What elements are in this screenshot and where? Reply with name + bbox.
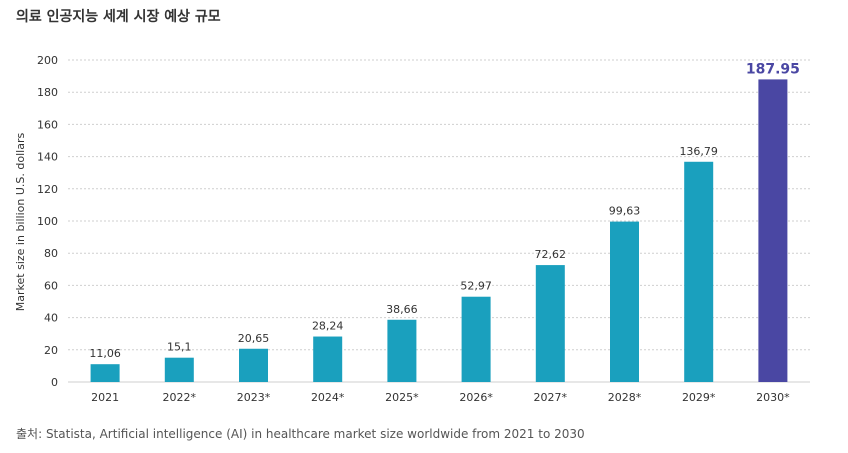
data-label: 99,63 xyxy=(609,205,641,218)
y-tick-label: 180 xyxy=(37,86,58,99)
y-tick-label: 40 xyxy=(44,312,58,325)
bar-2024 xyxy=(313,336,343,382)
x-tick-label: 2022* xyxy=(163,391,197,404)
y-tick-label: 200 xyxy=(37,54,58,67)
bar-2029 xyxy=(684,161,714,382)
data-labels: 11,06 15,1 20,65 28,24 38,66 52,97 72,62 99,63 1… xyxy=(89,61,800,360)
data-label: 28,24 xyxy=(312,320,344,333)
y-axis-ticks: 0 20 40 60 80 100 120 140 160 180 200 xyxy=(37,54,58,389)
x-tick-label: 2028* xyxy=(608,391,642,404)
y-tick-label: 100 xyxy=(37,215,58,228)
bar-2027 xyxy=(535,265,565,382)
y-tick-label: 140 xyxy=(37,151,58,164)
x-tick-label: 2030* xyxy=(756,391,790,404)
y-tick-label: 60 xyxy=(44,279,58,292)
x-tick-label: 2029* xyxy=(682,391,716,404)
x-axis-ticks: 2021 2022* 2023* 2024* 2025* 2026* 2027* 2028* 2… xyxy=(91,391,790,404)
y-axis-label: Market size in billion U.S. dollars xyxy=(14,133,27,312)
data-label: 136,79 xyxy=(679,145,718,158)
data-label: 11,06 xyxy=(89,347,121,360)
chart-title: 의료 인공지능 세계 시장 예상 규모 xyxy=(16,9,221,25)
data-label: 38,66 xyxy=(386,303,418,316)
x-tick-label: 2027* xyxy=(534,391,568,404)
bar-2022 xyxy=(164,357,194,382)
bar-2023 xyxy=(239,348,268,382)
data-label: 15,1 xyxy=(167,341,192,354)
bar-2021 xyxy=(90,364,120,382)
y-tick-label: 120 xyxy=(37,183,58,196)
y-tick-label: 160 xyxy=(37,118,58,131)
x-tick-label: 2025* xyxy=(385,391,419,404)
bars xyxy=(90,79,788,382)
x-tick-label: 2023* xyxy=(237,391,271,404)
x-tick-label: 2024* xyxy=(311,391,345,404)
x-tick-label: 2026* xyxy=(459,391,493,404)
bar-chart: 0 20 40 60 80 100 120 140 160 180 200 11,06 15,1 20,… xyxy=(14,54,810,404)
y-tick-label: 0 xyxy=(51,376,58,389)
bar-2028 xyxy=(610,221,639,382)
data-label: 72,62 xyxy=(535,248,567,261)
data-label: 52,97 xyxy=(460,280,492,293)
data-label: 20,65 xyxy=(238,332,270,345)
y-tick-label: 80 xyxy=(44,247,58,260)
x-tick-label: 2021 xyxy=(91,391,119,404)
data-label: 187.95 xyxy=(746,61,800,77)
y-tick-label: 20 xyxy=(44,344,58,357)
bar-2030 xyxy=(758,79,788,382)
bar-2025 xyxy=(387,319,417,382)
source-note: 출처: Statista, Artificial intelligence (A… xyxy=(16,427,585,441)
bar-2026 xyxy=(461,296,491,382)
